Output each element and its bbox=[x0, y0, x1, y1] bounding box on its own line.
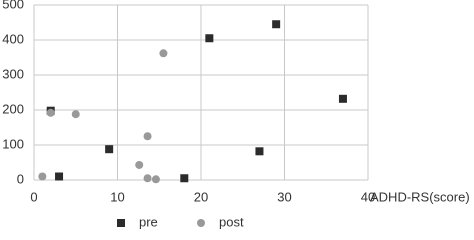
point bbox=[151, 175, 160, 184]
point bbox=[143, 174, 152, 183]
y-tick-label: 100 bbox=[2, 136, 24, 151]
x-tick-label: 20 bbox=[194, 189, 208, 204]
legend-marker bbox=[117, 219, 125, 227]
x-tick-label: 0 bbox=[30, 189, 37, 204]
point bbox=[338, 94, 347, 103]
y-tick-label: 200 bbox=[2, 101, 24, 116]
point bbox=[180, 174, 189, 183]
point bbox=[143, 132, 152, 141]
y-tick-label: 300 bbox=[2, 66, 24, 81]
legend-label: pre bbox=[139, 214, 158, 229]
y-tick-label: 500 bbox=[2, 0, 24, 11]
chart: ADHD-RS(score) 0 100 200 300 400 500 0 10 20 30 40… bbox=[2, 0, 470, 229]
y-tick-label: 0 bbox=[17, 171, 24, 186]
point bbox=[205, 34, 214, 43]
point bbox=[71, 110, 80, 119]
point bbox=[38, 172, 47, 181]
point bbox=[159, 49, 168, 58]
point bbox=[135, 160, 144, 169]
point bbox=[272, 20, 281, 29]
x-tick-label: 40 bbox=[361, 189, 375, 204]
point bbox=[105, 145, 114, 154]
legend-marker bbox=[197, 219, 205, 227]
point bbox=[255, 147, 264, 156]
point bbox=[55, 172, 64, 181]
point bbox=[46, 108, 55, 117]
x-tick-label: 10 bbox=[110, 189, 124, 204]
x-tick-label: 30 bbox=[277, 189, 291, 204]
y-tick-label: 400 bbox=[2, 31, 24, 46]
legend-label: post bbox=[219, 214, 244, 229]
x-axis-label: ADHD-RS(score) bbox=[370, 189, 470, 204]
